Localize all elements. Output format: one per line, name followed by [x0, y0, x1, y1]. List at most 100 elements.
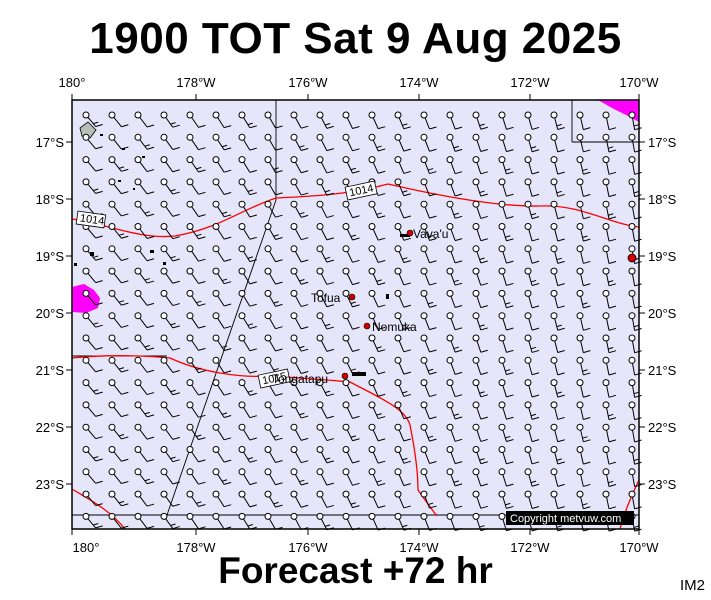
- land-mass-west: [72, 284, 100, 313]
- wind-barb: [472, 245, 488, 264]
- wind-barb: [446, 289, 463, 308]
- wind-barb: [82, 111, 103, 127]
- wind-barb: [108, 401, 129, 418]
- wind-barb: [108, 223, 129, 239]
- wind-barb: [576, 446, 591, 465]
- svg-text:180°: 180°: [59, 75, 86, 90]
- wind-barb: [394, 356, 411, 375]
- wind-barb: [342, 401, 360, 419]
- map-title: 1900 TOT Sat 9 Aug 2025: [89, 14, 622, 63]
- wind-barb: [290, 223, 309, 241]
- wind-barb: [472, 200, 488, 219]
- wind-barb: [186, 289, 206, 307]
- wind-barb: [264, 267, 283, 285]
- svg-text:1014: 1014: [79, 213, 105, 228]
- wind-barb: [342, 200, 360, 219]
- wind-barb: [82, 490, 103, 507]
- wind-barb: [290, 111, 309, 129]
- wind-barb: [550, 200, 565, 220]
- wind-barb: [498, 334, 514, 353]
- wind-barb: [82, 379, 103, 395]
- wind-barb: [420, 289, 437, 308]
- wind-barb: [524, 133, 540, 153]
- svg-text:Copyright metvuw.com: Copyright metvuw.com: [510, 513, 621, 525]
- wind-barb: [82, 334, 103, 350]
- lat-labels-right: 17°S 18°S 19°S 20°S 21°S 22°S 23°S: [648, 135, 677, 492]
- wind-barb: [108, 289, 129, 306]
- wind-barb: [472, 356, 488, 375]
- svg-text:17°S: 17°S: [648, 135, 677, 150]
- wind-barb: [264, 223, 283, 240]
- wind-barb: [264, 423, 283, 441]
- wind-barb: [316, 401, 334, 419]
- wind-barb: [342, 245, 360, 263]
- wind-barb: [472, 267, 488, 286]
- wind-barb: [160, 379, 180, 396]
- wind-barb: [186, 245, 206, 262]
- wind-barb: [628, 178, 642, 198]
- wind-barb: [316, 468, 334, 486]
- wind-barb: [550, 446, 565, 465]
- wind-barb: [108, 267, 129, 284]
- wind-barb: [524, 245, 540, 264]
- wind-barb: [602, 334, 617, 354]
- wind-barb: [108, 245, 129, 262]
- wind-barb: [160, 200, 180, 217]
- wind-barb: [368, 289, 386, 308]
- wind-barb: [368, 490, 386, 509]
- wind-barb: [576, 289, 591, 309]
- image-code: IM2: [679, 577, 705, 594]
- wind-barb: [602, 267, 617, 287]
- wind-barb: [316, 490, 334, 508]
- wind-barb: [290, 312, 309, 330]
- wind-barb: [524, 156, 540, 175]
- wind-barb: [394, 178, 411, 197]
- wind-barb: [342, 133, 360, 152]
- island-fragments: [74, 121, 410, 376]
- wind-barb: [498, 468, 514, 487]
- wind-barb: [498, 267, 514, 286]
- wind-barb: [186, 379, 206, 396]
- wind-barb: [290, 200, 309, 218]
- land-mass-northeast: [598, 100, 639, 122]
- wind-barb: [576, 490, 591, 510]
- wind-barb: [238, 446, 257, 463]
- wind-barb: [628, 289, 642, 309]
- wind-barb: [134, 178, 155, 195]
- svg-text:22°S: 22°S: [648, 420, 677, 435]
- wind-barb: [368, 401, 386, 420]
- wind-barb: [498, 178, 514, 197]
- wind-barb: [238, 423, 257, 441]
- wind-barb: [420, 178, 437, 197]
- wind-barb: [576, 312, 591, 331]
- wind-barb: [212, 334, 232, 352]
- wind-barb: [316, 356, 334, 375]
- wind-barb: [368, 156, 386, 174]
- wind-barb: [342, 379, 360, 397]
- wind-barb: [524, 200, 540, 220]
- wind-barb: [628, 334, 642, 354]
- wind-barb: [316, 446, 334, 464]
- wind-barb: [212, 423, 232, 441]
- wind-barb: [550, 401, 565, 420]
- wind-barbs: [82, 111, 642, 532]
- wind-barb: [160, 468, 180, 485]
- wind-barb: [550, 289, 565, 309]
- wind-barb: [186, 468, 206, 485]
- wind-barb: [602, 200, 617, 220]
- wind-barb: [186, 423, 206, 441]
- wind-barb: [160, 401, 180, 418]
- wind-barb: [82, 133, 103, 150]
- wind-barb: [108, 512, 129, 529]
- wind-barb: [342, 490, 360, 509]
- wind-barb: [290, 289, 309, 308]
- wind-barb: [238, 512, 257, 530]
- wind-barb: [368, 423, 386, 442]
- wind-barb: [602, 312, 617, 331]
- wind-barb: [108, 334, 129, 351]
- wind-barb: [550, 423, 565, 443]
- wind-barb: [290, 133, 309, 151]
- wind-barb: [186, 200, 206, 218]
- isobar-label-c: 1015: [257, 368, 291, 389]
- svg-text:18°S: 18°S: [36, 192, 65, 207]
